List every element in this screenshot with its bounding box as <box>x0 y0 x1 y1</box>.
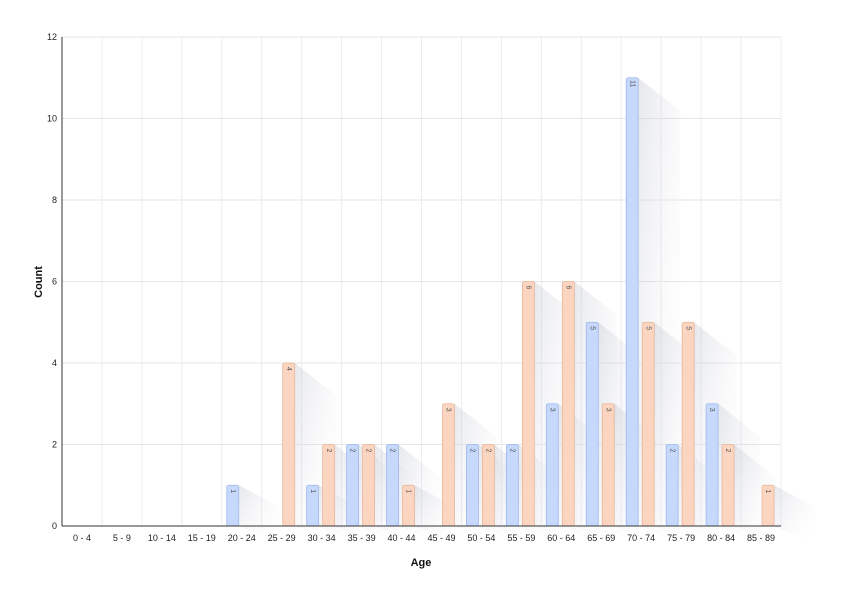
bar-series-1 <box>386 444 399 527</box>
x-tick-label: 15 - 19 <box>188 533 216 543</box>
bar-series-2 <box>282 362 296 527</box>
bar-series-1 <box>665 444 679 527</box>
bar-series-1 <box>545 403 559 527</box>
x-tick-label: 35 - 39 <box>348 533 376 543</box>
bar-series-1 <box>625 77 639 527</box>
bar-shadow <box>238 485 281 544</box>
y-tick-label: 12 <box>47 32 57 42</box>
x-tick-label: 5 - 9 <box>113 533 131 543</box>
x-tick-label: 60 - 64 <box>547 533 575 543</box>
x-tick-label: 50 - 54 <box>467 533 495 543</box>
bar-value-label: 6 <box>564 286 571 290</box>
bar-value-label: 5 <box>588 326 595 330</box>
bar-series-2 <box>561 281 575 527</box>
x-tick-label: 40 - 44 <box>388 533 416 543</box>
bar-series-2 <box>362 444 375 527</box>
y-tick-label: 0 <box>52 521 57 531</box>
x-tick-label: 65 - 69 <box>587 533 615 543</box>
bar-series-2 <box>641 321 655 527</box>
bar-value-label: 2 <box>469 449 476 453</box>
x-tick-label: 10 - 14 <box>148 533 176 543</box>
x-tick-label: 20 - 24 <box>228 533 256 543</box>
x-tick-label: 25 - 29 <box>268 533 296 543</box>
bar-value-label: 5 <box>644 326 651 330</box>
bar-series-2 <box>322 444 336 527</box>
x-tick-label: 85 - 89 <box>747 533 775 543</box>
x-tick-label: 70 - 74 <box>627 533 655 543</box>
bar-value-label: 1 <box>764 489 771 493</box>
bar-series-2 <box>442 403 455 527</box>
bar-value-label: 1 <box>405 489 412 493</box>
bar-value-label: 11 <box>628 80 635 87</box>
bar-value-label: 1 <box>309 489 316 493</box>
bar-value-label: 4 <box>285 367 292 371</box>
bar-value-label: 3 <box>708 408 715 412</box>
bar-value-label: 5 <box>684 326 691 330</box>
bar-value-label: 2 <box>668 449 675 453</box>
bar-series-2 <box>681 321 695 527</box>
x-tick-label: 30 - 34 <box>308 533 336 543</box>
x-axis-title: Age <box>411 557 432 569</box>
bar-value-label: 3 <box>604 408 611 412</box>
bar-value-label: 2 <box>389 449 396 453</box>
bar-value-label: 3 <box>548 408 555 412</box>
x-tick-label: 0 - 4 <box>73 533 91 543</box>
y-tick-label: 8 <box>52 195 57 205</box>
bar-value-label: 2 <box>349 449 356 453</box>
y-tick-label: 2 <box>52 440 57 450</box>
bar-value-label: 1 <box>229 489 236 493</box>
bar-value-label: 6 <box>525 286 532 290</box>
bar-series-2 <box>521 281 535 527</box>
y-tick-label: 4 <box>52 358 57 368</box>
y-axis-title: Count <box>33 266 45 298</box>
bar-value-label: 2 <box>485 449 492 453</box>
bar-series-2 <box>601 403 615 527</box>
bar-series-1 <box>705 403 719 527</box>
bar-series-2 <box>482 444 495 527</box>
bar-value-label: 2 <box>325 449 332 453</box>
bar-series-1 <box>585 321 599 527</box>
x-tick-label: 55 - 59 <box>507 533 535 543</box>
bar-series-2 <box>721 444 735 527</box>
x-tick-label: 75 - 79 <box>667 533 695 543</box>
bar-value-label: 2 <box>724 449 731 453</box>
y-tick-label: 6 <box>52 277 57 287</box>
bar-value-label: 2 <box>509 449 516 453</box>
bar-value-label: 3 <box>445 408 452 412</box>
y-tick-label: 10 <box>47 114 57 124</box>
bar-value-label: 2 <box>365 449 372 453</box>
bar-shadow <box>414 485 457 544</box>
bar-series-1 <box>346 444 359 527</box>
x-tick-label: 80 - 84 <box>707 533 735 543</box>
bar-series-1 <box>466 444 479 527</box>
x-tick-label: 45 - 49 <box>427 533 455 543</box>
bar-series-1 <box>505 444 519 527</box>
bar-shadow <box>774 485 817 544</box>
